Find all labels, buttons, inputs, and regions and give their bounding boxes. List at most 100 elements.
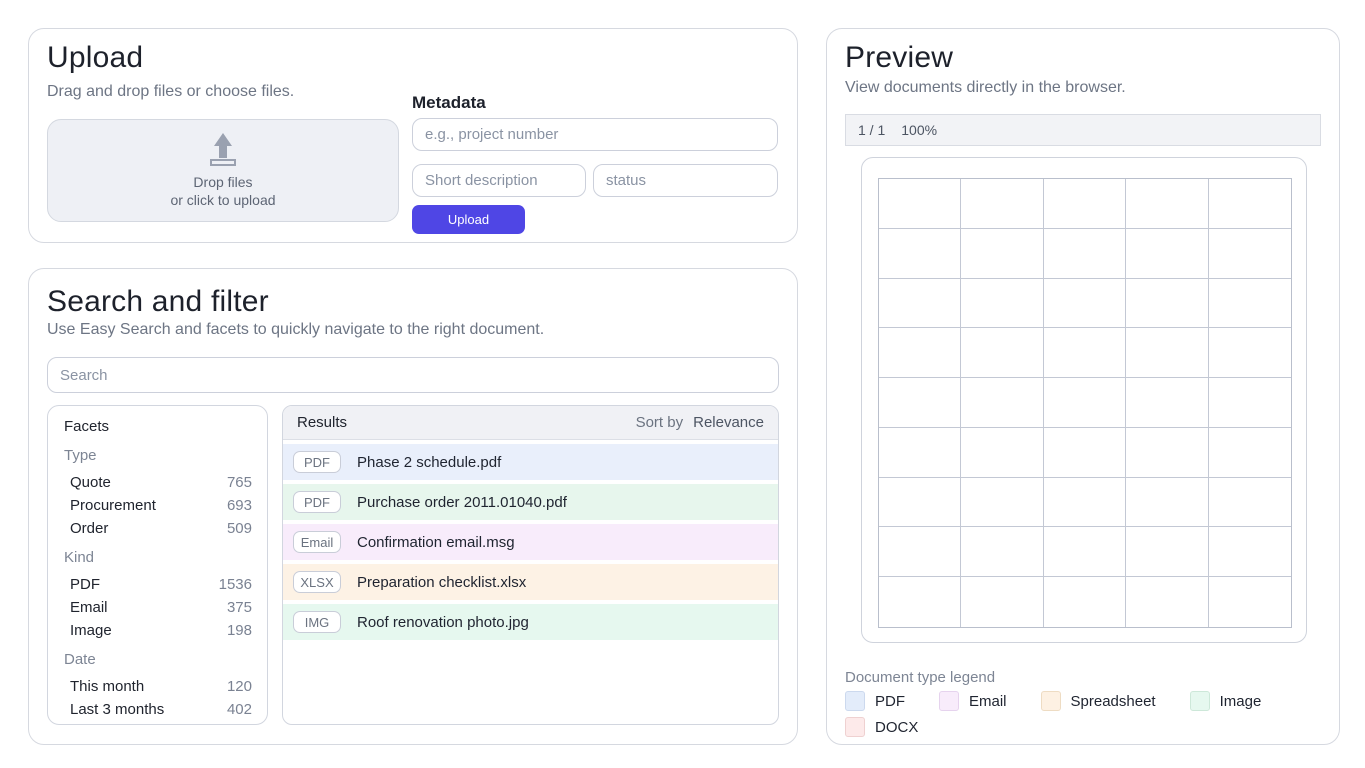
legend-label: Image <box>1219 692 1262 710</box>
grid-cell <box>1208 279 1291 329</box>
file-name: Phase 2 schedule.pdf <box>357 453 502 471</box>
upload-button[interactable]: Upload <box>412 205 525 234</box>
grid-cell <box>961 527 1044 578</box>
facet-item-order[interactable]: Order 509 <box>64 518 252 539</box>
grid-cell <box>1043 179 1127 229</box>
document-page-grid <box>878 178 1292 628</box>
grid-cell <box>879 577 962 627</box>
file-type-badge: PDF <box>293 451 341 473</box>
preview-toolbar: 1 / 1 100% <box>845 114 1321 146</box>
facet-group-type: Type <box>64 447 97 464</box>
upload-arrow-icon <box>204 132 242 171</box>
results-title: Results <box>297 414 348 431</box>
legend-item-spreadsheet: Spreadsheet <box>1040 691 1156 711</box>
grid-cell <box>1043 328 1127 379</box>
facet-item-email[interactable]: Email 375 <box>64 597 252 618</box>
grid-cell <box>1126 577 1209 627</box>
docx-color-swatch <box>845 717 865 737</box>
dropzone-text-line2: or click to upload <box>170 192 276 208</box>
facet-count: 402 <box>226 701 252 718</box>
legend-label: PDF <box>875 692 905 710</box>
facet-count: 198 <box>226 622 252 639</box>
grid-cell <box>1126 228 1209 279</box>
file-name: Preparation checklist.xlsx <box>357 573 527 591</box>
grid-cell <box>1208 229 1291 279</box>
grid-cell <box>961 577 1044 627</box>
pdf-color-swatch <box>845 691 865 711</box>
legend-items: PDF Email Spreadsheet Image DOCX <box>845 691 1323 737</box>
facet-item-procurement[interactable]: Procurement 693 <box>64 495 252 516</box>
grid-cell <box>879 179 962 229</box>
upload-title: Upload <box>47 41 144 74</box>
result-row[interactable]: PDF Purchase order 2011.01040.pdf <box>283 484 778 520</box>
sort-by-label: Sort by <box>635 414 684 431</box>
result-row[interactable]: XLSX Preparation checklist.xlsx <box>283 564 778 600</box>
file-type-badge: XLSX <box>293 571 341 593</box>
file-name: Roof renovation photo.jpg <box>357 613 529 631</box>
facet-item-pdf[interactable]: PDF 1536 <box>64 574 252 595</box>
grid-cell <box>1209 577 1291 627</box>
grid-cell <box>1208 527 1291 578</box>
grid-cell <box>1208 428 1291 478</box>
grid-cell <box>961 228 1044 279</box>
grid-cell <box>1208 478 1291 528</box>
result-row[interactable]: IMG Roof renovation photo.jpg <box>283 604 778 640</box>
grid-cell <box>961 179 1044 229</box>
legend-item-docx: DOCX <box>845 717 918 737</box>
grid-cell <box>1208 378 1291 428</box>
grid-cell <box>1043 278 1127 329</box>
facet-label: Last 3 months <box>70 701 165 718</box>
sort-value-dropdown[interactable]: Relevance <box>693 414 764 431</box>
metadata-title: Metadata <box>412 93 486 112</box>
facets-box: Facets Type Quote 765 Procurement 693 Or… <box>47 405 268 725</box>
search-title: Search and filter <box>47 285 269 318</box>
image-color-swatch <box>1189 691 1210 711</box>
grid-cell <box>879 228 962 279</box>
grid-cell <box>1126 427 1209 478</box>
grid-cell <box>1208 328 1291 379</box>
grid-cell <box>961 427 1044 478</box>
facet-item-this-month[interactable]: This month 120 <box>64 676 252 697</box>
facet-count: 509 <box>226 520 252 537</box>
grid-cell <box>961 278 1044 329</box>
legend-item-pdf: PDF <box>845 691 905 711</box>
grid-cell <box>879 328 962 379</box>
facet-count: 693 <box>226 497 252 514</box>
grid-cell <box>879 278 962 329</box>
grid-cell <box>1043 228 1127 279</box>
dropzone-text-line1: Drop files <box>193 174 253 190</box>
facet-item-last-3-months[interactable]: Last 3 months 402 <box>64 699 252 720</box>
project-number-input[interactable] <box>412 118 778 151</box>
grid-cell <box>1126 378 1209 428</box>
file-type-badge: Email <box>293 531 341 553</box>
facet-label: Image <box>70 622 112 639</box>
facet-group-date: Date <box>64 651 96 668</box>
grid-cell <box>1043 427 1127 478</box>
status-input[interactable] <box>593 164 778 197</box>
facet-label: Procurement <box>70 497 156 514</box>
grid-cell <box>879 427 962 478</box>
file-dropzone[interactable]: Drop files or click to upload <box>47 119 399 222</box>
legend-label: DOCX <box>875 718 919 736</box>
grid-cell <box>1044 577 1127 627</box>
short-description-input[interactable] <box>412 164 586 197</box>
grid-cell <box>879 527 962 578</box>
grid-cell <box>961 328 1044 379</box>
grid-cell <box>1043 527 1127 578</box>
result-row[interactable]: PDF Phase 2 schedule.pdf <box>283 444 778 480</box>
facet-count: 765 <box>226 474 252 491</box>
facet-item-quote[interactable]: Quote 765 <box>64 472 252 493</box>
search-and-filter-panel: Search and filter Use Easy Search and fa… <box>28 268 798 745</box>
preview-title: Preview <box>845 41 954 74</box>
page-indicator: 1 / 1 <box>858 122 886 138</box>
facet-item-image[interactable]: Image 198 <box>64 620 252 641</box>
legend-item-email: Email <box>939 691 1007 711</box>
upload-panel: Upload Drag and drop files or choose fil… <box>28 28 798 243</box>
facet-group-kind: Kind <box>64 549 95 566</box>
result-row[interactable]: Email Confirmation email.msg <box>283 524 778 560</box>
grid-cell <box>1126 477 1209 528</box>
search-input[interactable] <box>47 357 779 393</box>
grid-cell <box>1126 527 1209 578</box>
zoom-level: 100% <box>901 122 938 138</box>
file-type-badge: IMG <box>293 611 341 633</box>
